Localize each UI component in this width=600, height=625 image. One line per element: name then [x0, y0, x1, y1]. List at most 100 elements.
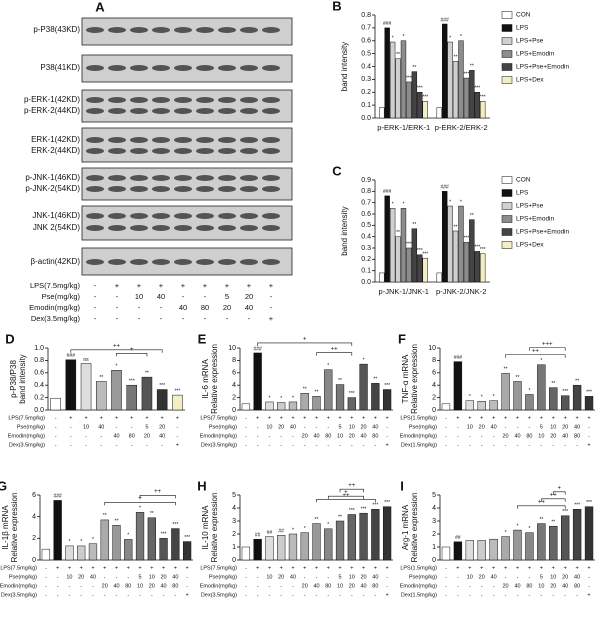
row-cell: -	[69, 583, 71, 589]
bar-annotation: ***	[406, 241, 412, 247]
bar	[489, 538, 498, 561]
blot-label: ERK-1(42KD)	[31, 135, 80, 144]
row-cell: +	[115, 415, 118, 421]
bar	[417, 92, 423, 119]
row-cell: -	[94, 314, 97, 323]
row-cell: -	[94, 281, 97, 290]
bar-annotation: *	[327, 363, 329, 369]
bar-annotation: **	[115, 519, 119, 525]
bracket	[327, 495, 364, 500]
bar	[489, 400, 498, 411]
row-cell: 10	[135, 292, 143, 301]
bar	[147, 517, 156, 561]
blot-band	[196, 108, 214, 114]
bar	[300, 393, 309, 411]
row-cell: -	[481, 583, 483, 589]
row-cell: +	[269, 281, 274, 290]
row-cell: 40	[562, 433, 568, 439]
row-cell: +	[386, 442, 389, 448]
y-axis-label: Relative expression	[410, 493, 419, 563]
row-cell: -	[269, 442, 271, 448]
row-cell: -	[529, 442, 531, 448]
blot-band	[108, 65, 126, 71]
row-cell: -	[92, 583, 94, 589]
y-tick-label: 0.1	[361, 268, 371, 275]
row-cell: -	[505, 424, 507, 430]
y-axis-label: IL-6 mRNA	[201, 359, 210, 399]
row-cell: 5	[540, 574, 543, 580]
row-cell: 20	[102, 583, 108, 589]
bar-annotation: **	[315, 517, 319, 523]
bar-annotation: ###	[53, 494, 62, 500]
row-cell: +	[315, 415, 318, 421]
row-cell: -	[245, 574, 247, 580]
row-cell: 20	[245, 292, 253, 301]
row-cell: 20	[503, 583, 509, 589]
row-cell: -	[57, 574, 59, 580]
blot-band	[262, 27, 280, 33]
bar-annotation: **	[454, 224, 458, 230]
row-cell: -	[280, 442, 282, 448]
blot-box	[81, 127, 293, 163]
row-cell: -	[280, 592, 282, 598]
blot-label: p-ERK-1(42KD)	[24, 95, 80, 104]
bar	[379, 272, 385, 283]
bar-annotation: **	[338, 378, 342, 384]
row-cell: -	[116, 314, 119, 323]
x-tick-label: p-JNK-1/JNK-1	[379, 287, 429, 296]
row-cell: 80	[325, 583, 331, 589]
blot-band	[240, 27, 258, 33]
row-cell: -	[257, 583, 259, 589]
blot-band	[174, 137, 192, 143]
row-cell: -	[445, 565, 447, 571]
bar	[453, 361, 463, 411]
row-cell: -	[245, 424, 247, 430]
row-cell: -	[138, 314, 141, 323]
row-cell: -	[257, 442, 259, 448]
bar	[347, 397, 356, 411]
legend-label: LPS+Pse	[516, 38, 544, 45]
row-cell: +	[350, 565, 353, 571]
row-cell: -	[146, 442, 148, 448]
blot-band	[108, 186, 126, 192]
blot-band	[86, 27, 104, 33]
row-cell: +	[174, 565, 177, 571]
bar	[422, 257, 428, 283]
bar	[96, 381, 107, 411]
y-tick-label: 4	[32, 514, 36, 521]
bar-annotation: ###	[383, 21, 392, 27]
bar	[277, 402, 286, 411]
row-cell: +	[145, 415, 148, 421]
y-tick-label: 5	[232, 492, 236, 499]
row-cell: 20	[161, 574, 167, 580]
row-cell: -	[316, 424, 318, 430]
row-cell: -	[552, 592, 554, 598]
row-cell: 10	[349, 574, 355, 580]
bar	[359, 512, 368, 561]
row-cell: +	[203, 281, 208, 290]
row-cell: +	[516, 565, 519, 571]
row-cell: +	[587, 565, 590, 571]
row-label: Dex(1.5mg/kg)	[401, 442, 437, 448]
bar	[347, 514, 356, 561]
row-cell: -	[327, 592, 329, 598]
bracket	[552, 491, 566, 495]
row-cell: 20	[278, 424, 284, 430]
y-tick-label: 2	[232, 531, 236, 538]
bar	[480, 253, 486, 283]
row-cell: -	[564, 592, 566, 598]
row-label: Pse(mg/kg)	[209, 574, 237, 580]
row-cell: +	[504, 565, 507, 571]
row-cell: 80	[526, 433, 532, 439]
row-cell: +	[280, 415, 283, 421]
y-tick-label: 8	[232, 357, 236, 364]
blot-band	[218, 186, 236, 192]
row-cell: 5	[540, 424, 543, 430]
bar	[100, 519, 109, 561]
blot-band	[108, 108, 126, 114]
row-cell: -	[151, 592, 153, 598]
blot-band	[240, 186, 258, 192]
row-cell: 20	[349, 433, 355, 439]
bar	[159, 538, 168, 561]
